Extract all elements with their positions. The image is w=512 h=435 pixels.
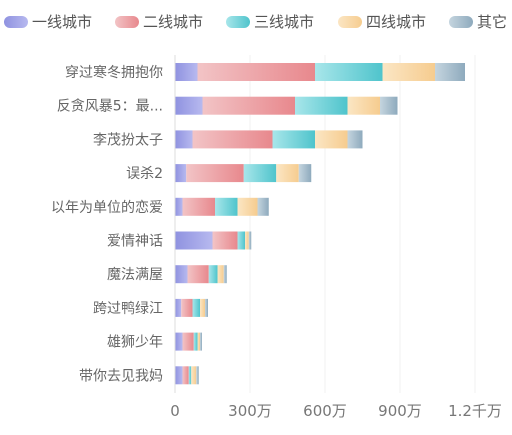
bar-李茂扮太子-三线城市[interactable] — [272, 130, 316, 149]
bar-误杀2-一线城市[interactable] — [175, 164, 187, 183]
legend-item-4[interactable]: 其它 — [449, 13, 507, 31]
bar-魔法满屋-三线城市[interactable] — [208, 265, 218, 284]
bar-反贪风暴5-最--三线城市[interactable] — [295, 96, 348, 115]
legend-item-2[interactable]: 三线城市 — [226, 13, 314, 31]
bar-魔法满屋-其它[interactable] — [223, 265, 227, 284]
bar-穿过寒冬拥抱你-三线城市[interactable] — [315, 63, 383, 81]
legend: 一线城市 二线城市 三线城市 四线城市 其它 — [4, 13, 507, 31]
bar-误杀2-三线城市[interactable] — [243, 164, 277, 183]
category-label-3: 误杀2 — [126, 166, 163, 182]
bar-跨过鸭绿江-四线城市[interactable] — [200, 298, 205, 317]
bar-带你去见我妈-二线城市[interactable] — [182, 366, 189, 385]
bar-爱情神话-其它[interactable] — [248, 231, 252, 250]
bar-以年为单位的恋爱-一线城市[interactable] — [175, 197, 183, 216]
x-tick-label-4: 1.2千万 — [448, 402, 502, 420]
bar-爱情神话-三线城市[interactable] — [237, 231, 246, 250]
bar-以年为单位的恋爱-四线城市[interactable] — [237, 197, 258, 216]
bar-穿过寒冬拥抱你-四线城市[interactable] — [382, 63, 436, 81]
legend-item-0[interactable]: 一线城市 — [4, 13, 92, 31]
bar-跨过鸭绿江-三线城市[interactable] — [192, 298, 201, 317]
legend-swatch-2 — [226, 16, 250, 28]
bars — [175, 63, 465, 385]
legend-label-0: 一线城市 — [32, 13, 92, 31]
legend-label-4: 其它 — [477, 13, 507, 31]
legend-label-2: 三线城市 — [254, 13, 314, 31]
bar-李茂扮太子-四线城市[interactable] — [315, 130, 348, 149]
bar-跨过鸭绿江-其它[interactable] — [205, 298, 208, 317]
bar-反贪风暴5-最--四线城市[interactable] — [347, 96, 381, 115]
bar-误杀2-四线城市[interactable] — [276, 164, 299, 183]
bar-李茂扮太子-其它[interactable] — [347, 130, 363, 149]
bar-雄狮少年-二线城市[interactable] — [182, 332, 194, 351]
legend-item-3[interactable]: 四线城市 — [338, 13, 426, 31]
legend-swatch-0 — [4, 16, 28, 28]
bar-以年为单位的恋爱-其它[interactable] — [257, 197, 269, 216]
bar-误杀2-其它[interactable] — [298, 164, 312, 183]
bar-雄狮少年-其它[interactable] — [200, 332, 202, 351]
x-tick-label-0: 0 — [170, 402, 180, 420]
category-label-7: 跨过鸭绿江 — [93, 301, 163, 317]
category-label-6: 魔法满屋 — [107, 267, 163, 283]
category-label-2: 李茂扮太子 — [93, 131, 163, 148]
bar-误杀2-二线城市[interactable] — [186, 164, 244, 183]
legend-swatch-4 — [449, 16, 473, 28]
bar-穿过寒冬拥抱你-一线城市[interactable] — [175, 63, 198, 81]
bar-李茂扮太子-一线城市[interactable] — [175, 130, 193, 149]
legend-label-3: 四线城市 — [366, 13, 426, 31]
legend-label-1: 二线城市 — [143, 13, 203, 31]
legend-item-1[interactable]: 二线城市 — [115, 13, 203, 31]
category-label-9: 带你去见我妈 — [79, 368, 163, 384]
x-tick-label-1: 300万 — [228, 402, 272, 420]
category-label-8: 雄狮少年 — [107, 335, 163, 351]
bar-反贪风暴5-最--二线城市[interactable] — [202, 96, 296, 115]
category-label-1: 反贪风暴5：最... — [57, 99, 163, 115]
bar-反贪风暴5-最--其它[interactable] — [380, 96, 398, 115]
category-label-0: 穿过寒冬拥抱你 — [65, 64, 163, 81]
x-tick-label-3: 900万 — [378, 402, 422, 420]
bar-带你去见我妈-四线城市[interactable] — [191, 366, 197, 385]
bar-魔法满屋-二线城市[interactable] — [187, 265, 209, 284]
bar-以年为单位的恋爱-二线城市[interactable] — [182, 197, 216, 216]
bar-带你去见我妈-其它[interactable] — [196, 366, 199, 385]
bar-雄狮少年-一线城市[interactable] — [175, 332, 183, 351]
bar-穿过寒冬拥抱你-二线城市[interactable] — [197, 63, 316, 81]
bar-雄狮少年-四线城市[interactable] — [197, 332, 201, 351]
bar-爱情神话-二线城市[interactable] — [212, 231, 238, 250]
legend-swatch-1 — [115, 16, 139, 28]
category-label-4: 以年为单位的恋爱 — [51, 199, 163, 216]
bar-穿过寒冬拥抱你-其它[interactable] — [435, 63, 465, 81]
bar-魔法满屋-四线城市[interactable] — [217, 265, 224, 284]
bar-带你去见我妈-三线城市[interactable] — [188, 366, 192, 385]
bar-带你去见我妈-一线城市[interactable] — [175, 366, 183, 385]
bar-跨过鸭绿江-二线城市[interactable] — [181, 298, 193, 317]
category-label-5: 爱情神话 — [107, 234, 163, 250]
bar-魔法满屋-一线城市[interactable] — [175, 265, 188, 284]
bar-跨过鸭绿江-一线城市[interactable] — [175, 298, 182, 317]
x-axis: 0 300万 600万 900万 1.2千万 — [170, 402, 502, 420]
x-tick-label-2: 600万 — [303, 402, 347, 420]
bar-以年为单位的恋爱-三线城市[interactable] — [215, 197, 238, 216]
bar-爱情神话-一线城市[interactable] — [175, 231, 213, 250]
bar-李茂扮太子-二线城市[interactable] — [192, 130, 273, 149]
legend-swatch-3 — [338, 16, 362, 28]
bar-爱情神话-四线城市[interactable] — [245, 231, 249, 250]
bar-雄狮少年-三线城市[interactable] — [193, 332, 198, 351]
bar-反贪风暴5-最--一线城市[interactable] — [175, 96, 203, 115]
